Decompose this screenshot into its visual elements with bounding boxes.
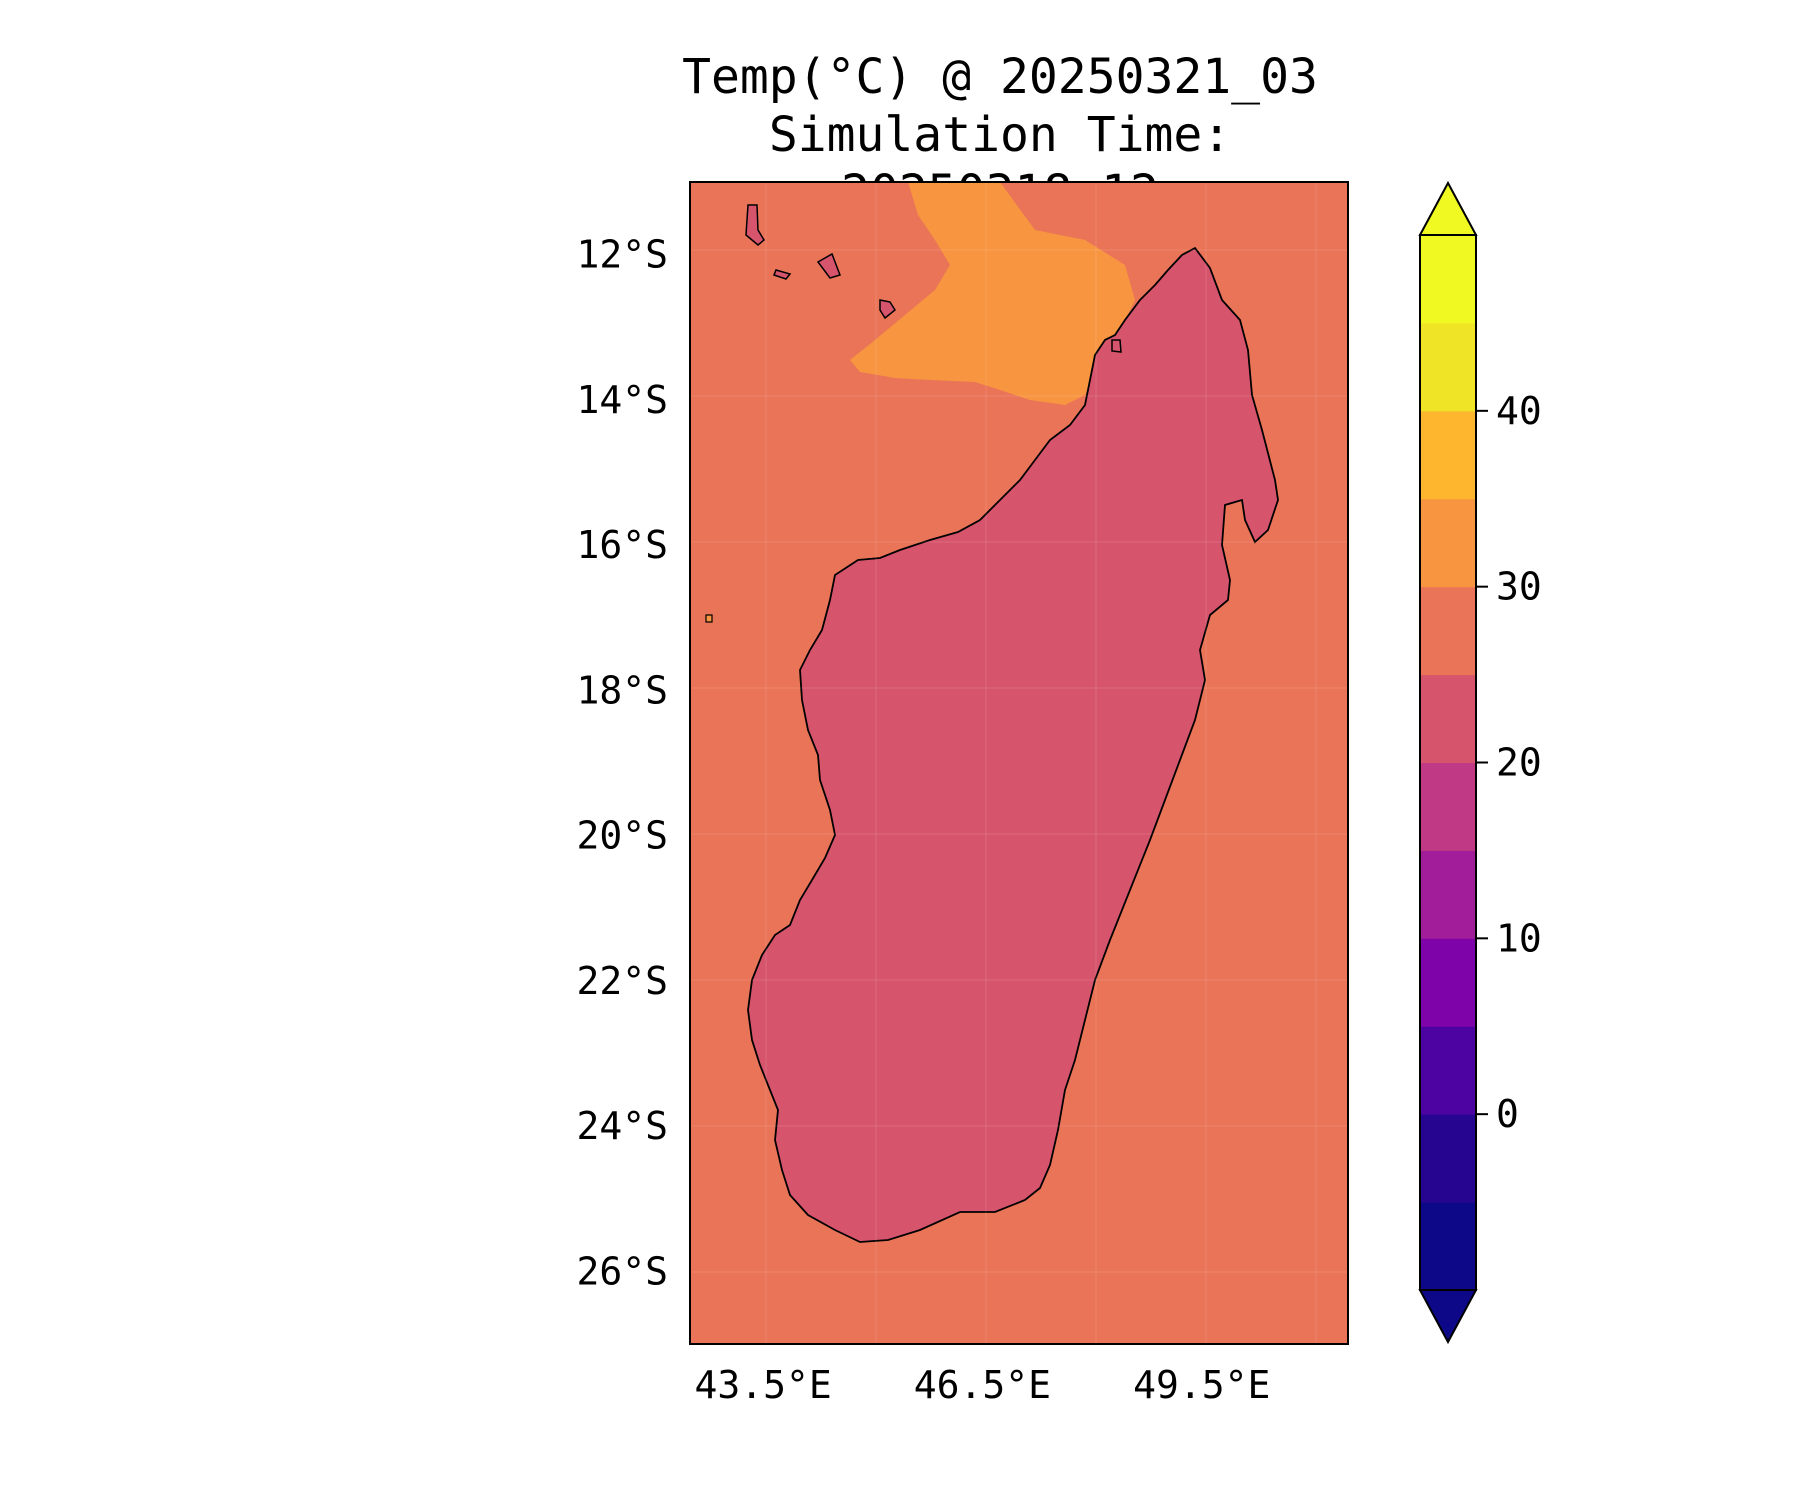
- graticule: [690, 182, 1348, 1344]
- colorbar-bin: [1420, 1114, 1476, 1203]
- small-island-nw: [879, 299, 896, 320]
- colorbar-tick-label: 30: [1496, 565, 1542, 609]
- colorbar-bin: [1420, 586, 1476, 676]
- lon-tick-label: 43.5°E: [694, 1363, 831, 1407]
- lat-tick-label: 24°S: [576, 1104, 668, 1148]
- colorbar-bin: [1420, 235, 1476, 324]
- latitude-axis: 12°S 14°S 16°S 18°S 20°S 22°S 24°S 26°S: [576, 233, 668, 1294]
- colorbar-bin: [1420, 322, 1476, 412]
- lat-tick-label: 14°S: [576, 378, 668, 422]
- comoros-island-1: [745, 204, 765, 246]
- lat-tick-label: 16°S: [576, 523, 668, 567]
- lat-tick-label: 26°S: [576, 1249, 668, 1293]
- map-plot-area: [690, 182, 1348, 1344]
- lat-tick-label: 18°S: [576, 668, 668, 712]
- colorbar-extend-low: [1418, 1289, 1478, 1345]
- title-line-1: Temp(°C) @ 20250321_03: [682, 49, 1318, 105]
- small-island-n: [1111, 339, 1122, 353]
- small-island-w: [705, 614, 713, 623]
- lat-tick-label: 12°S: [576, 233, 668, 277]
- lon-tick-label: 46.5°E: [914, 1363, 1051, 1407]
- mayotte-island: [816, 252, 841, 279]
- colorbar-tick-label: 40: [1496, 389, 1542, 433]
- colorbar-bin: [1420, 1202, 1476, 1291]
- colorbar-tick-label: 0: [1496, 1092, 1519, 1136]
- colorbar-bin: [1420, 938, 1476, 1027]
- colorbar-bin: [1420, 674, 1476, 763]
- warm-sea-region: [850, 182, 1135, 405]
- plot-frame: [689, 181, 1349, 1345]
- colorbar-bin: [1420, 850, 1476, 939]
- colorbar-extend-high: [1418, 180, 1478, 236]
- colorbar-bin: [1420, 1026, 1476, 1115]
- colorbar-bin: [1420, 498, 1476, 588]
- lat-tick-label: 20°S: [576, 814, 668, 858]
- comoros-island-2: [773, 269, 792, 280]
- lon-tick-label: 49.5°E: [1133, 1363, 1270, 1407]
- colorbar-tick-label: 20: [1496, 741, 1542, 785]
- colorbar-bin: [1420, 762, 1476, 851]
- lat-tick-label: 22°S: [576, 959, 668, 1003]
- colorbar-bin: [1420, 410, 1476, 500]
- colorbar-tick-label: 10: [1496, 916, 1542, 960]
- longitude-axis: 43.5°E 46.5°E 49.5°E: [694, 1363, 1270, 1407]
- colorbar: 0 10 20 30 40: [1418, 180, 1542, 1345]
